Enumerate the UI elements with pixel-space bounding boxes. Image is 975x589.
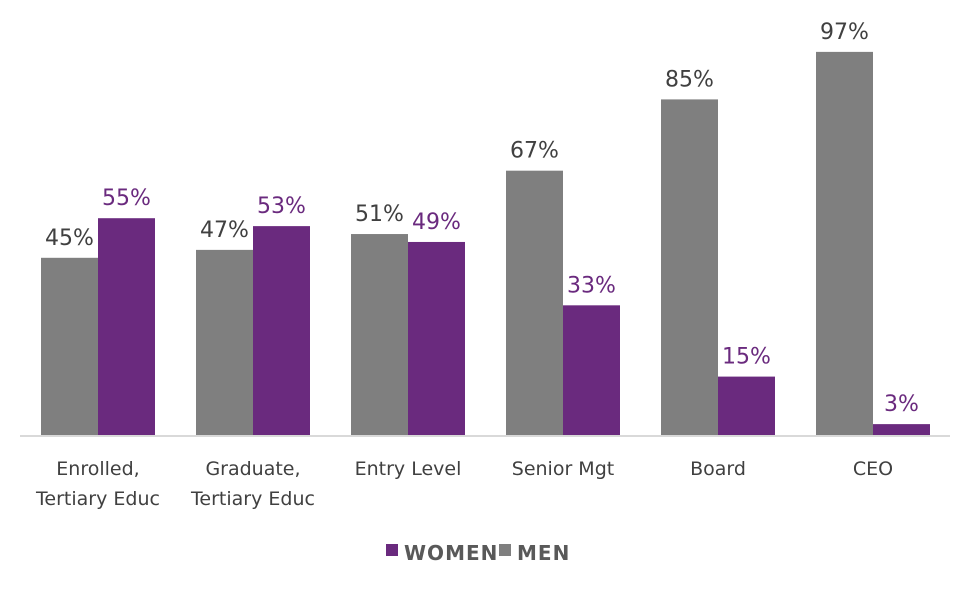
bars-layer [41,51,930,437]
bar-women-4 [718,376,775,436]
legend-label-men: MEN [517,541,570,565]
value-label-men-3: 67% [510,139,559,164]
bar-men-1 [196,249,253,436]
legend-label-women: WOMEN [404,541,498,565]
category-label-2-line-0: Entry Level [355,458,462,480]
value-label-men-2: 51% [355,202,404,227]
value-label-men-1: 47% [200,218,249,243]
legend-swatch-women [386,544,398,556]
value-label-women-4: 15% [722,345,771,370]
value-label-men-4: 85% [665,67,714,92]
bar-men-0 [41,257,98,436]
bar-men-5 [816,51,873,436]
bar-women-1 [253,226,310,436]
legend: WOMEN MEN [386,541,570,565]
category-label-4-line-0: Board [690,458,746,480]
value-labels-layer: 45% 55% 47% 53% 51% 49% 67% 33% 85% 15% 97% 3% [45,20,919,417]
category-label-3-line-0: Senior Mgt [512,458,614,480]
legend-swatch-men [499,544,511,556]
bar-women-5 [873,424,930,436]
category-label-0-line-1: Tertiary Educ [35,488,160,510]
category-label-0-line-0: Enrolled, [56,458,139,480]
bar-women-2 [408,241,465,436]
value-label-women-3: 33% [567,273,616,298]
category-labels-layer: Enrolled, Tertiary Educ Graduate, Tertiary … [35,458,893,510]
bar-men-3 [506,170,563,436]
value-label-women-1: 53% [257,194,306,219]
value-label-men-5: 97% [820,20,869,45]
value-label-women-5: 3% [884,392,919,417]
bar-men-2 [351,234,408,436]
bar-women-0 [98,218,155,436]
value-label-men-0: 45% [45,226,94,251]
bar-women-3 [563,305,620,436]
bar-men-4 [661,99,718,437]
category-label-5-line-0: CEO [853,458,893,480]
value-label-women-2: 49% [412,210,461,235]
category-label-1-line-0: Graduate, [205,458,300,480]
value-label-women-0: 55% [102,186,151,211]
category-label-1-line-1: Tertiary Educ [190,488,315,510]
